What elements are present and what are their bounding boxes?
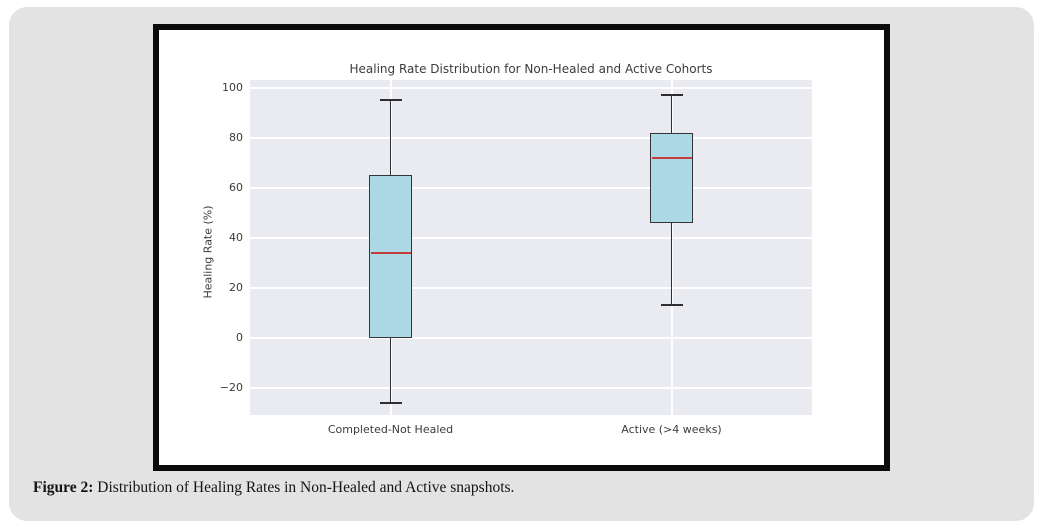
figure-caption-text: Distribution of Healing Rates in Non-Hea… [93, 479, 515, 496]
gridline-horizontal [250, 86, 812, 89]
gridline-horizontal [250, 236, 812, 239]
y-tick-label: 20 [229, 280, 243, 294]
median-line [651, 156, 692, 159]
gridline-horizontal [250, 386, 812, 389]
x-tick-label: Completed-Not Healed [327, 423, 454, 436]
y-tick-label: 0 [236, 330, 243, 344]
whisker-cap-upper [660, 94, 683, 96]
whisker-upper [389, 100, 392, 175]
y-tick-label: 60 [229, 180, 243, 194]
whisker-cap-lower [379, 401, 402, 404]
figure-caption: Figure 2: Distribution of Healing Rates … [33, 479, 514, 497]
plot-area [250, 80, 812, 415]
iqr-box [369, 175, 412, 338]
whisker-upper [670, 95, 673, 133]
median-line [370, 251, 411, 254]
whisker-cap-upper [379, 99, 402, 101]
iqr-box [650, 132, 693, 223]
y-tick-label: 100 [222, 80, 243, 94]
y-tick-label: −20 [219, 380, 243, 394]
gridline-horizontal [250, 286, 812, 289]
x-tick-label: Active (>4 weeks) [621, 423, 722, 436]
y-tick-label: 40 [229, 230, 243, 244]
chart-title: Healing Rate Distribution for Non-Healed… [349, 62, 713, 76]
figure-frame: Healing Rate Distribution for Non-Healed… [153, 24, 890, 471]
figure-caption-label: Figure 2: [33, 479, 94, 496]
whisker-lower [670, 222, 673, 305]
gridline-horizontal [250, 186, 812, 189]
gridline-horizontal [250, 336, 812, 339]
gridline-horizontal [250, 136, 812, 139]
whisker-lower [389, 337, 392, 403]
article-card: Healing Rate Distribution for Non-Healed… [9, 7, 1034, 521]
whisker-cap-lower [660, 304, 683, 306]
y-tick-label: 80 [229, 130, 243, 144]
